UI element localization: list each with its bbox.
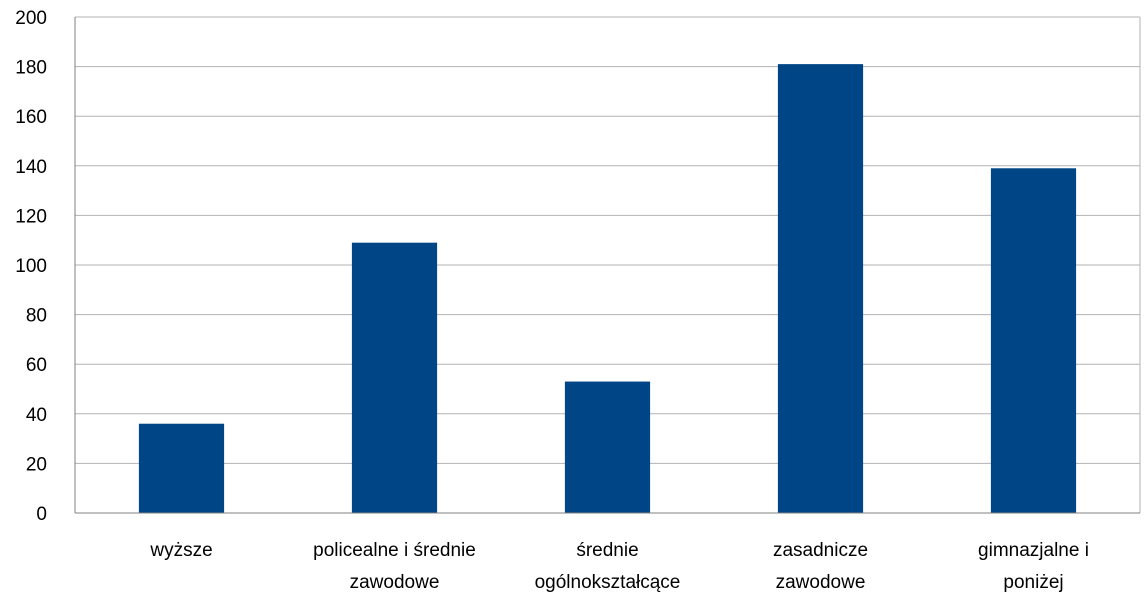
y-tick-label: 200 — [15, 8, 47, 29]
y-tick-label: 180 — [15, 58, 47, 79]
axes — [74, 17, 1140, 514]
x-category-label: ogólnokształcące — [535, 572, 681, 593]
x-category-label: zawodowe — [776, 572, 866, 593]
bar — [564, 381, 651, 513]
y-tick-label: 140 — [15, 157, 47, 178]
x-category-labels: wyższe policealne i średnie zawodowe średni… — [149, 540, 1089, 593]
y-tick-label: 0 — [36, 504, 47, 525]
y-tick-label: 120 — [15, 206, 47, 227]
y-tick-label: 40 — [26, 405, 47, 426]
x-category-label: zawodowe — [350, 572, 440, 593]
y-tick-label: 160 — [15, 107, 47, 128]
x-category-label: policealne i średnie — [313, 540, 476, 561]
bar — [777, 64, 864, 514]
x-category-label: wyższe — [149, 540, 212, 561]
y-tick-label: 100 — [15, 256, 47, 277]
gridlines — [75, 16, 1141, 513]
y-tick-label: 60 — [26, 355, 47, 376]
bar — [138, 423, 225, 513]
y-tick-labels: 0 20 40 60 80 100 120 140 160 180 200 — [15, 8, 47, 525]
y-tick-label: 80 — [26, 306, 47, 327]
bar — [990, 168, 1077, 513]
x-category-label: średnie — [576, 540, 638, 561]
y-tick-label: 20 — [26, 454, 47, 475]
bars — [138, 64, 1077, 514]
bar — [351, 242, 438, 513]
x-category-label: gimnazjalne i — [978, 540, 1089, 561]
x-category-label: poniżej — [1003, 572, 1063, 593]
x-category-label: zasadnicze — [773, 540, 868, 561]
